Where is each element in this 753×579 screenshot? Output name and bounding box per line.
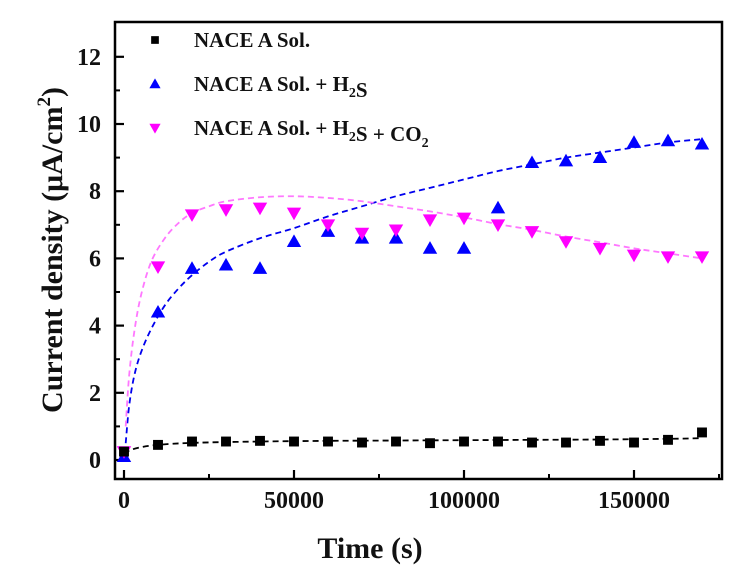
data-point	[558, 153, 574, 167]
data-point	[459, 436, 469, 447]
y-tick-label: 8	[89, 179, 101, 205]
x-tick-label: 0	[118, 488, 130, 514]
x-axis-title: Time (s)	[317, 532, 422, 565]
fit-line	[123, 437, 703, 455]
data-point	[456, 241, 472, 254]
y-title-sup: 2	[34, 97, 55, 107]
y-title-main: Current density (μA/cm	[36, 107, 69, 413]
legend-text-part: NACE A Sol. + H	[194, 72, 349, 96]
data-point	[218, 204, 234, 217]
y-tick-label: 10	[77, 112, 101, 138]
data-point	[354, 227, 370, 241]
legend-label: NACE A Sol.	[194, 28, 310, 52]
data-point	[524, 155, 540, 169]
data-point	[561, 437, 571, 448]
data-point	[289, 436, 299, 447]
fit-line	[124, 138, 703, 444]
data-point	[422, 214, 438, 227]
data-point	[558, 236, 574, 249]
y-tick-label: 2	[89, 381, 101, 407]
legend-marker	[149, 78, 161, 89]
legend-label: NACE A Sol. + H2S + CO2	[194, 116, 429, 151]
legend-subscript: 2	[422, 136, 429, 151]
y-tick-label: 6	[89, 246, 101, 272]
data-point	[626, 135, 642, 148]
axis-ticks: 0 50000 100000 150000 0 2 4 6 8 10 12	[77, 45, 720, 514]
data-point	[456, 212, 472, 226]
data-point	[493, 436, 503, 447]
data-point	[422, 241, 438, 254]
data-point	[187, 436, 197, 447]
y-tick-label: 12	[77, 45, 101, 71]
data-point	[626, 249, 642, 263]
fit-line	[124, 195, 703, 427]
plot-frame	[113, 20, 724, 481]
data-point	[286, 207, 302, 221]
data-point	[592, 150, 608, 163]
data-point	[694, 136, 710, 150]
data-point	[286, 234, 302, 247]
data-point	[388, 224, 404, 238]
data-point	[184, 209, 200, 222]
y-title-end: )	[36, 87, 69, 97]
data-point	[660, 251, 676, 264]
legend-marker	[151, 36, 159, 44]
data-point	[184, 261, 200, 274]
data-point	[697, 427, 707, 438]
legend-text-part: NACE A Sol.	[194, 28, 310, 52]
x-tick-label: 100000	[428, 488, 500, 514]
data-point	[595, 435, 605, 446]
legend-label: NACE A Sol. + H2S	[194, 72, 368, 102]
fit-lines	[123, 138, 703, 455]
legend-subscript: 2	[349, 86, 356, 101]
data-point	[252, 261, 268, 274]
x-tick-label: 50000	[264, 488, 324, 514]
data-point	[391, 436, 401, 447]
data-point	[629, 437, 639, 448]
data-point	[490, 200, 506, 214]
data-point	[150, 304, 166, 318]
y-axis-title: Current density (μA/cm2)	[34, 87, 69, 413]
data-point	[320, 219, 336, 232]
x-tick-label: 150000	[598, 488, 670, 514]
data-point	[425, 438, 435, 449]
data-point	[252, 202, 268, 216]
legend-text-part: NACE A Sol. + H	[194, 116, 349, 140]
data-point	[388, 231, 404, 244]
data-point	[153, 439, 163, 450]
data-point	[524, 226, 540, 239]
legend-marker	[149, 123, 161, 134]
y-tick-label: 4	[89, 314, 101, 340]
data-point	[255, 435, 265, 446]
data-point	[592, 242, 608, 256]
legend-subscript: 2	[349, 130, 356, 145]
data-point	[221, 436, 231, 447]
data-point	[323, 436, 333, 447]
legend-text-part: S	[356, 78, 368, 102]
data-point	[490, 219, 506, 232]
data-point	[694, 251, 710, 264]
data-point	[663, 434, 673, 445]
legend-text-part: S + CO	[356, 122, 422, 146]
data-point	[218, 257, 234, 271]
data-point	[527, 437, 537, 448]
y-tick-label: 0	[89, 448, 101, 474]
data-point	[660, 133, 676, 147]
data-point	[150, 261, 166, 274]
data-point	[119, 446, 129, 457]
data-point	[357, 437, 367, 448]
data-markers	[116, 133, 710, 463]
